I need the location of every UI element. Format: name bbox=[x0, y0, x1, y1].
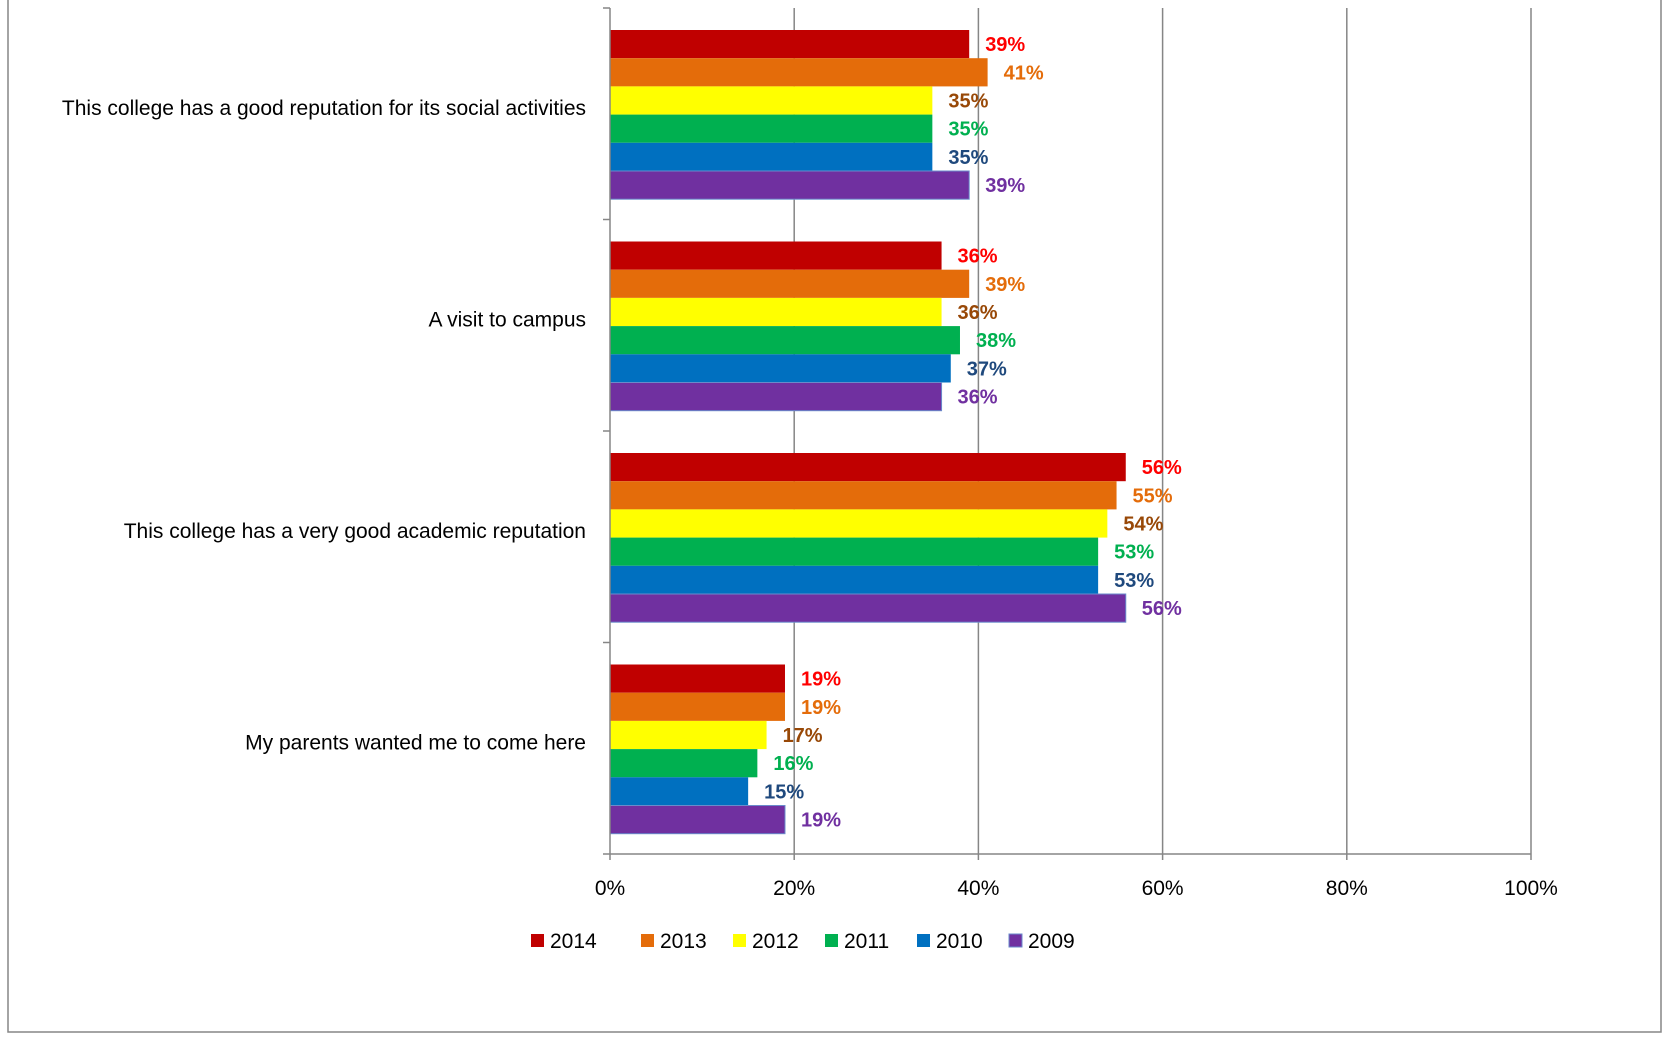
data-label-2013-cat4: 19% bbox=[801, 697, 841, 719]
bar-2012-cat4 bbox=[610, 720, 767, 750]
bar-2013-cat2 bbox=[610, 269, 970, 298]
data-label-2013-cat3: 55% bbox=[1133, 485, 1173, 507]
legend-swatch-2013 bbox=[641, 934, 654, 947]
data-label-2010-cat4: 15% bbox=[764, 781, 804, 803]
category-label-2: A visit to campus bbox=[428, 308, 586, 331]
data-label-2012-cat3: 54% bbox=[1123, 514, 1163, 536]
x-tick-label-60%: 60% bbox=[1142, 877, 1184, 900]
bar-2014-cat2 bbox=[610, 241, 942, 270]
legend-swatch-2014 bbox=[531, 934, 544, 947]
bar-2009-cat2 bbox=[609, 382, 943, 412]
legend-swatch-2012 bbox=[733, 934, 746, 947]
legend-label-2010: 2010 bbox=[936, 930, 983, 953]
data-label-2013-cat1: 41% bbox=[1004, 62, 1044, 84]
data-label-2014-cat4: 19% bbox=[801, 669, 841, 691]
bar-2014-cat4 bbox=[610, 664, 785, 693]
bar-2014-cat1 bbox=[610, 30, 970, 59]
x-tick-label-0%: 0% bbox=[595, 877, 625, 900]
bar-2009-cat1 bbox=[609, 170, 970, 200]
legend-swatch-2011 bbox=[825, 934, 838, 947]
legend-label-2011: 2011 bbox=[844, 930, 889, 953]
data-label-2010-cat2: 37% bbox=[967, 358, 1007, 380]
bar-2012-cat3 bbox=[610, 509, 1108, 538]
bar-2009-cat3 bbox=[609, 593, 1127, 623]
data-label-2010-cat3: 53% bbox=[1114, 570, 1154, 592]
data-label-2009-cat4: 19% bbox=[801, 810, 841, 832]
category-labels: This college has a good reputation for i… bbox=[62, 97, 586, 755]
data-label-2009-cat3: 56% bbox=[1142, 598, 1182, 620]
bar-2011-cat4 bbox=[610, 749, 758, 778]
data-labels: 39% 41% 35% 35% 35% 39% 36% 39% 36% 38% 37% 36% 56% 5… bbox=[764, 34, 1182, 832]
bar-2010-cat2 bbox=[610, 354, 951, 383]
data-label-2011-cat4: 16% bbox=[773, 753, 813, 775]
x-tick-label-40%: 40% bbox=[957, 877, 999, 900]
data-label-2011-cat2: 38% bbox=[976, 330, 1016, 352]
x-tick-label-80%: 80% bbox=[1326, 877, 1368, 900]
data-label-2011-cat3: 53% bbox=[1114, 542, 1154, 564]
bar-2013-cat1 bbox=[610, 58, 988, 87]
bar-2011-cat2 bbox=[610, 326, 960, 355]
bar-2009-cat4 bbox=[609, 805, 786, 835]
data-label-2013-cat2: 39% bbox=[985, 274, 1025, 296]
bar-2014-cat3 bbox=[610, 453, 1126, 482]
legend-swatch-2009 bbox=[1008, 933, 1023, 948]
x-tick-labels: 0% 20% 40% 60% 80% 100% bbox=[595, 877, 1558, 900]
data-label-2012-cat4: 17% bbox=[783, 725, 823, 747]
axes bbox=[603, 7, 1532, 860]
data-label-2014-cat3: 56% bbox=[1142, 457, 1182, 479]
bar-2013-cat3 bbox=[610, 481, 1117, 510]
bar-2013-cat4 bbox=[610, 692, 785, 721]
data-label-2010-cat1: 35% bbox=[948, 147, 988, 169]
legend-label-2014: 2014 bbox=[550, 930, 597, 953]
legend-label-2009: 2009 bbox=[1028, 930, 1075, 953]
data-label-2009-cat2: 36% bbox=[958, 387, 998, 409]
legend: 2014 2013 2012 2011 2010 2009 bbox=[531, 930, 1075, 953]
bars bbox=[609, 30, 1127, 835]
x-tick-label-100%: 100% bbox=[1504, 877, 1558, 900]
bar-2012-cat2 bbox=[610, 297, 942, 327]
legend-label-2012: 2012 bbox=[752, 930, 799, 953]
bar-2012-cat1 bbox=[610, 86, 933, 115]
data-label-2014-cat1: 39% bbox=[985, 34, 1025, 56]
category-label-3: This college has a very good academic re… bbox=[124, 520, 586, 543]
legend-label-2013: 2013 bbox=[660, 930, 707, 953]
bar-2010-cat1 bbox=[610, 142, 933, 171]
legend-swatch-2010 bbox=[917, 934, 930, 947]
bar-2011-cat1 bbox=[610, 114, 933, 143]
data-label-2012-cat1: 35% bbox=[948, 91, 988, 113]
x-tick-label-20%: 20% bbox=[773, 877, 815, 900]
category-label-1: This college has a good reputation for i… bbox=[62, 97, 586, 120]
data-label-2012-cat2: 36% bbox=[958, 302, 998, 324]
bar-2011-cat3 bbox=[610, 537, 1099, 566]
data-label-2014-cat2: 36% bbox=[958, 246, 998, 268]
bar-2010-cat3 bbox=[610, 565, 1099, 594]
bar-2010-cat4 bbox=[610, 777, 749, 806]
data-label-2009-cat1: 39% bbox=[985, 175, 1025, 197]
category-label-4: My parents wanted me to come here bbox=[245, 731, 586, 754]
data-label-2011-cat1: 35% bbox=[948, 119, 988, 141]
